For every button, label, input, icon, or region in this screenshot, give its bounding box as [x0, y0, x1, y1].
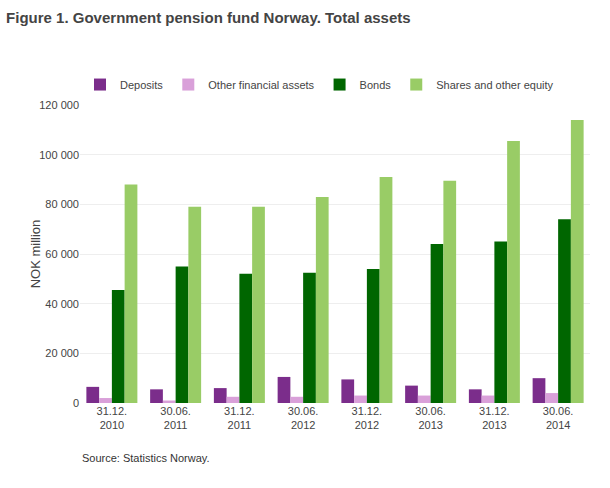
svg-text:Source: Statistics Norway.: Source: Statistics Norway.	[82, 452, 210, 464]
svg-text:60 000: 60 000	[45, 248, 79, 260]
svg-text:30.06.2012: 30.06.2012	[288, 405, 319, 431]
svg-text:31.12.2010: 31.12.2010	[97, 405, 128, 431]
svg-text:80 000: 80 000	[45, 198, 79, 210]
svg-text:30.06.2014: 30.06.2014	[543, 405, 574, 431]
svg-text:Shares and other equity: Shares and other equity	[436, 79, 553, 91]
svg-text:20 000: 20 000	[45, 347, 79, 359]
svg-text:30.06.2011: 30.06.2011	[160, 405, 191, 431]
svg-text:31.12.2013: 31.12.2013	[479, 405, 510, 431]
svg-text:Other financial assets: Other financial assets	[208, 79, 314, 91]
svg-text:31.12.2012: 31.12.2012	[352, 405, 383, 431]
svg-text:NOK million: NOK million	[28, 220, 43, 289]
svg-text:30.06.2013: 30.06.2013	[415, 405, 446, 431]
svg-text:120 000: 120 000	[39, 99, 79, 111]
svg-text:0: 0	[73, 397, 79, 409]
svg-text:40 000: 40 000	[45, 298, 79, 310]
svg-text:Bonds: Bonds	[360, 79, 392, 91]
svg-text:Deposits: Deposits	[120, 79, 163, 91]
svg-text:31.12.2011: 31.12.2011	[224, 405, 255, 431]
svg-text:Figure 1. Government pension f: Figure 1. Government pension fund Norway…	[6, 9, 411, 26]
svg-text:100 000: 100 000	[39, 149, 79, 161]
